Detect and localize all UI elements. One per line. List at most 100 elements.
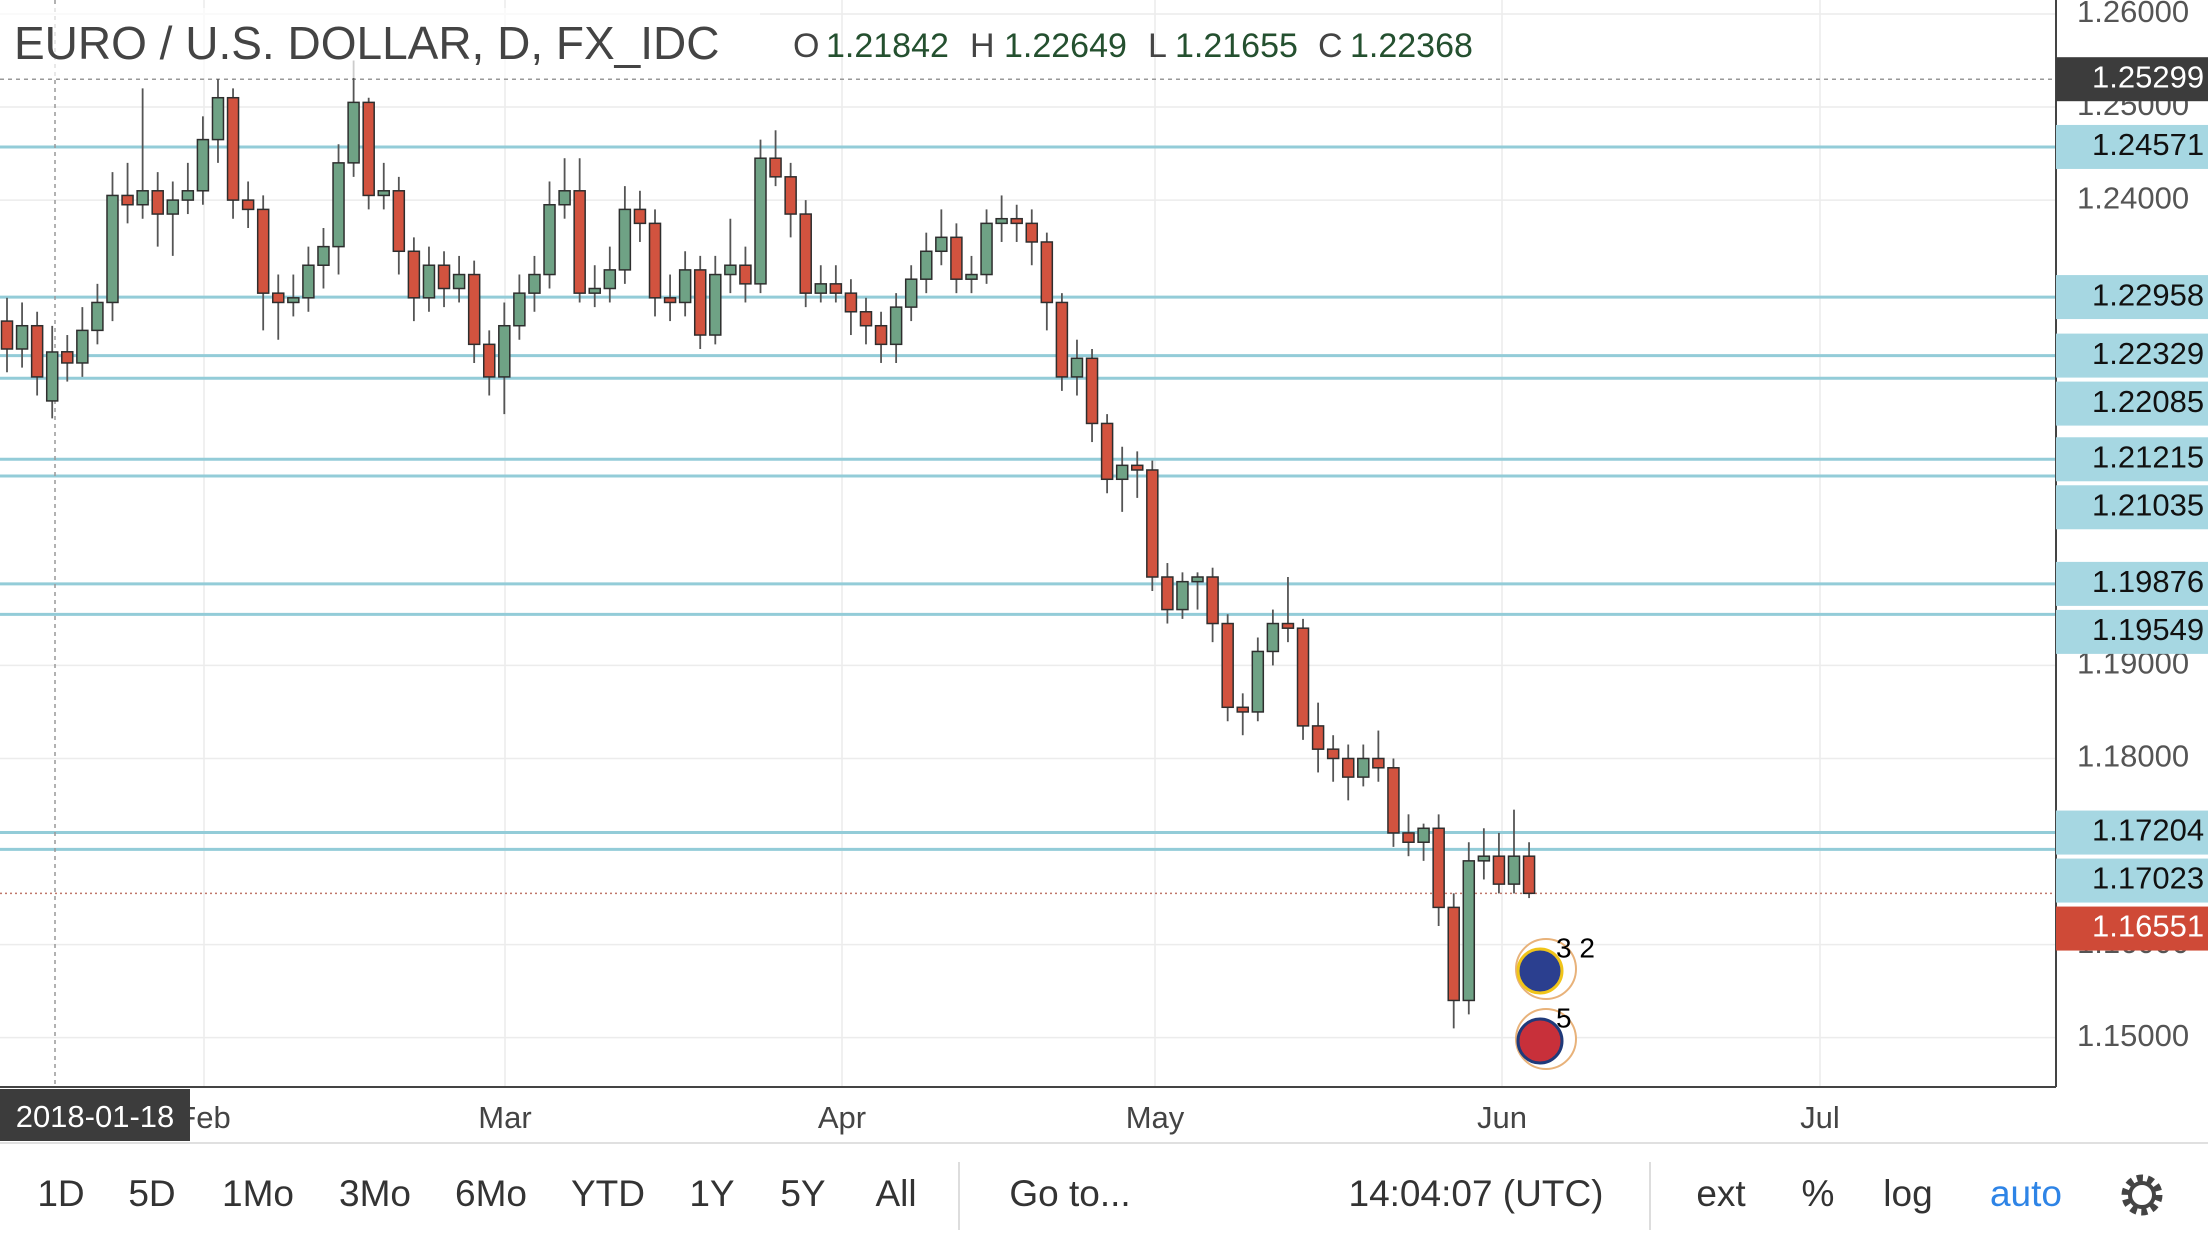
candle-body <box>106 194 119 304</box>
level-label: 1.21035 <box>2092 487 2204 522</box>
level-label: 1.22085 <box>2092 384 2204 419</box>
range-button[interactable]: 6Mo <box>455 1173 527 1214</box>
range-button[interactable]: 1Y <box>689 1173 734 1214</box>
candle-body <box>1115 464 1129 481</box>
y-tick-label: 1.24000 <box>2077 180 2189 215</box>
candle-body <box>1085 357 1099 425</box>
event-icon[interactable]: 5 <box>1515 1002 1577 1070</box>
candle-body <box>814 283 828 294</box>
level-label-box <box>2056 485 2208 530</box>
range-button[interactable]: 1Mo <box>222 1173 294 1214</box>
candle-body <box>693 269 707 336</box>
candle-body <box>543 203 556 276</box>
x-tick-label: Mar <box>478 1100 531 1135</box>
candle-body <box>302 264 315 299</box>
candle-body <box>1357 757 1370 778</box>
candle-body <box>287 297 300 304</box>
level-label: 1.19549 <box>2092 612 2204 647</box>
range-button[interactable]: 5D <box>128 1173 175 1214</box>
candle-body <box>1161 576 1174 611</box>
settings-button[interactable] <box>2121 1174 2163 1216</box>
event-count: 5 <box>1556 1002 1572 1033</box>
range-button[interactable]: All <box>875 1173 916 1214</box>
candle-body <box>935 236 948 253</box>
candle-body <box>467 273 481 346</box>
candle-body <box>633 208 647 225</box>
candle-body <box>151 190 164 215</box>
level-label: 1.17204 <box>2092 813 2204 848</box>
clock[interactable]: 14:04:07 (UTC) <box>1349 1173 1604 1214</box>
range-button[interactable]: YTD <box>571 1173 645 1214</box>
symbol-title: EURO / U.S. DOLLAR, D, FX_IDC <box>14 17 719 69</box>
candle-body <box>965 273 978 280</box>
option-button[interactable]: ext <box>1696 1173 1746 1214</box>
candle-body <box>874 324 888 346</box>
candle-body <box>904 278 918 308</box>
crosshair-date-box <box>0 1089 190 1141</box>
y-tick-label: 1.15000 <box>2077 1018 2189 1053</box>
candle-body <box>1055 301 1069 378</box>
candle-body <box>920 250 933 280</box>
x-tick-label: Jun <box>1477 1100 1527 1135</box>
option-button[interactable]: % <box>1802 1173 1835 1214</box>
option-button[interactable]: log <box>1883 1173 1932 1214</box>
candle-body <box>121 194 134 206</box>
candle-body <box>1432 827 1445 909</box>
ohlc-value: 1.22368 <box>1350 27 1473 65</box>
candle-body <box>347 101 360 164</box>
candle-body <box>829 283 843 294</box>
range-button[interactable]: 1D <box>37 1173 84 1214</box>
candle-body <box>528 273 541 294</box>
crosshair-price-label: 1.25299 <box>2092 59 2204 94</box>
candle-body <box>1010 217 1023 225</box>
candle-body <box>1176 580 1189 611</box>
x-tick-label: Jul <box>1800 1100 1840 1135</box>
candle-body <box>1146 469 1159 578</box>
level-label: 1.24571 <box>2092 127 2204 162</box>
candle-body <box>648 222 662 299</box>
candle-body <box>1387 767 1400 834</box>
crosshair-date: 2018-01-18 <box>16 1099 175 1134</box>
candle-body <box>1372 757 1385 769</box>
candle-body <box>995 217 1008 225</box>
candle-body <box>1236 706 1249 713</box>
candle-body <box>950 236 963 280</box>
candle-body <box>1522 855 1536 895</box>
level-label: 1.19876 <box>2092 564 2204 599</box>
candle-body <box>377 190 390 197</box>
level-label: 1.21215 <box>2092 439 2204 474</box>
level-label: 1.22329 <box>2092 336 2204 371</box>
event-count: 3 2 <box>1556 932 1595 963</box>
candle-body <box>1206 576 1219 625</box>
candle-body <box>1100 422 1114 481</box>
event-icon[interactable]: 3 2 <box>1515 932 1595 1000</box>
candle-body <box>166 199 180 215</box>
candle-body <box>859 311 873 327</box>
candle-body <box>739 264 752 285</box>
range-button[interactable]: 3Mo <box>339 1173 411 1214</box>
candle-body <box>588 287 601 294</box>
candle-body <box>678 269 692 304</box>
goto-button[interactable]: Go to... <box>1009 1173 1130 1214</box>
event-flag <box>1516 1017 1564 1065</box>
ohlc-label: O <box>793 27 819 65</box>
candle-body <box>136 190 149 206</box>
candle-body <box>1402 832 1415 843</box>
candle-body <box>1326 748 1340 760</box>
range-button[interactable]: 5Y <box>780 1173 825 1214</box>
candle-body <box>407 250 421 299</box>
header-bg <box>0 8 760 78</box>
candle-body <box>30 324 44 378</box>
candle-body <box>724 264 737 276</box>
option-button[interactable]: auto <box>1990 1173 2062 1214</box>
candle-body <box>663 297 677 304</box>
candle-body <box>573 190 586 294</box>
candle-body <box>618 208 632 271</box>
gear-body <box>2128 1181 2156 1209</box>
candle-body <box>76 329 89 364</box>
candle-body <box>1311 725 1325 750</box>
candle-body <box>498 324 511 378</box>
ohlc-label: C <box>1318 27 1343 65</box>
candle-body <box>362 101 375 197</box>
candle-body <box>272 292 285 304</box>
